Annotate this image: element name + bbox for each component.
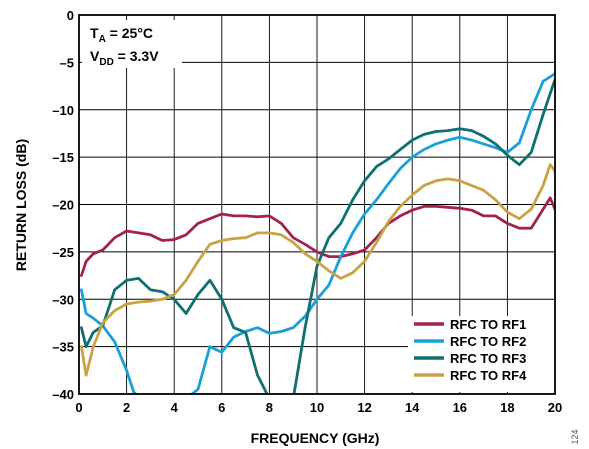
series-line-rfc-to-rf3 — [80, 78, 555, 394]
annotation-background — [82, 20, 182, 68]
x-tick-label: 16 — [453, 400, 467, 415]
y-tick-label: –5 — [60, 55, 74, 70]
y-tick-label: 0 — [67, 8, 74, 23]
supply-voltage-label: VDD = 3.3V — [90, 48, 159, 68]
series-line-rfc-to-rf4 — [80, 163, 555, 377]
x-tick-label: 14 — [405, 400, 420, 415]
legend: RFC TO RF1 RFC TO RF2 RFC TO RF3 RFC TO RF4 — [408, 316, 554, 392]
y-axis-label: RETURN LOSS (dB) — [13, 139, 29, 271]
x-axis-label: FREQUENCY (GHz) — [251, 430, 380, 446]
temperature-label: TA = 25°C — [90, 25, 153, 45]
y-tick-label: –35 — [52, 340, 74, 355]
x-tick-label: 12 — [357, 400, 371, 415]
x-tick-labels: 0 2 4 6 8 10 12 14 16 18 20 — [75, 400, 562, 415]
legend-label: RFC TO RF1 — [450, 317, 526, 332]
x-tick-label: 0 — [75, 400, 82, 415]
x-tick-label: 18 — [500, 400, 514, 415]
legend-label: RFC TO RF2 — [450, 334, 526, 349]
y-tick-label: –25 — [52, 245, 74, 260]
x-tick-label: 8 — [266, 400, 273, 415]
x-tick-label: 2 — [123, 400, 130, 415]
y-tick-label: –20 — [52, 198, 74, 213]
plot-frame — [78, 14, 556, 395]
y-tick-labels: 0 –5 –10 –15 –20 –25 –30 –35 –40 — [52, 8, 74, 402]
x-tick-label: 10 — [310, 400, 324, 415]
legend-background — [408, 316, 554, 392]
y-tick-label: –10 — [52, 103, 74, 118]
series-line-rfc-to-rf1 — [80, 196, 555, 278]
x-tick-label: 6 — [218, 400, 225, 415]
y-tick-label: –30 — [52, 292, 74, 307]
series-layer — [80, 72, 555, 394]
conditions-annotation: TA = 25°C VDD = 3.3V — [82, 20, 182, 68]
x-tick-label: 20 — [548, 400, 562, 415]
x-tick-label: 4 — [171, 400, 179, 415]
figure-number: 124 — [570, 429, 580, 444]
legend-label: RFC TO RF4 — [450, 368, 527, 383]
y-tick-label: –15 — [52, 150, 74, 165]
legend-label: RFC TO RF3 — [450, 351, 526, 366]
series-line-rfc-to-rf2 — [80, 72, 555, 394]
y-tick-label: –40 — [52, 387, 74, 402]
